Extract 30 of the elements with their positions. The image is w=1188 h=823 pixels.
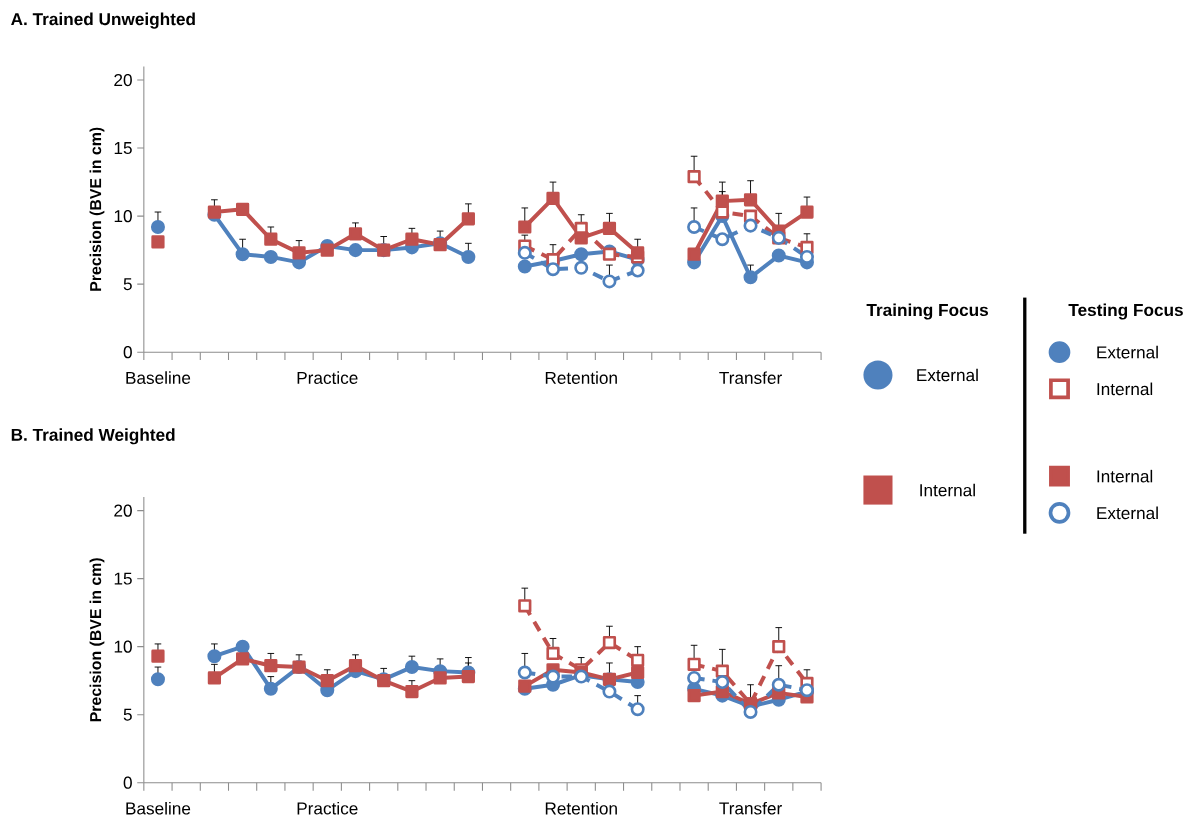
legend-label: Internal [1097,469,1153,483]
text: Training Focus [866,303,988,320]
y-tick-label: 0 [123,345,132,359]
y-tick-label: 15 [114,141,132,154]
y-tick-label: 5 [123,708,132,721]
legend-label: External [1097,506,1158,519]
y-axis-title: Precision (BVE in cm) [89,557,105,722]
y-axis-title: Precision (BVE in cm) [89,127,105,291]
x-tick-label: Retention [545,371,617,384]
x-tick-label: Transfer [719,801,782,815]
legend-label: Internal [1097,382,1153,395]
y-tick-label: 20 [114,73,132,86]
chart-title: B. Trained Weighted [11,428,175,445]
x-tick-label: Transfer [719,371,782,384]
x-tick-label: Baseline [126,371,191,384]
legend-label: External [1097,345,1158,359]
y-tick-label: 5 [123,277,132,290]
x-tick-label: Baseline [126,801,191,815]
text: External [917,368,978,382]
x-tick-label: Practice [297,801,358,815]
x-tick-label: Practice [297,371,358,384]
y-tick-label: 15 [114,572,132,585]
text: Internal [920,483,975,497]
x-tick-label: Retention [545,801,617,815]
y-tick-label: 10 [114,640,132,653]
chart-title: A. Trained Unweighted [11,12,195,29]
y-tick-label: 10 [114,209,132,223]
y-tick-label: 0 [123,776,132,789]
y-tick-label: 20 [114,504,132,517]
legend-title: Testing Focus [1068,303,1183,320]
